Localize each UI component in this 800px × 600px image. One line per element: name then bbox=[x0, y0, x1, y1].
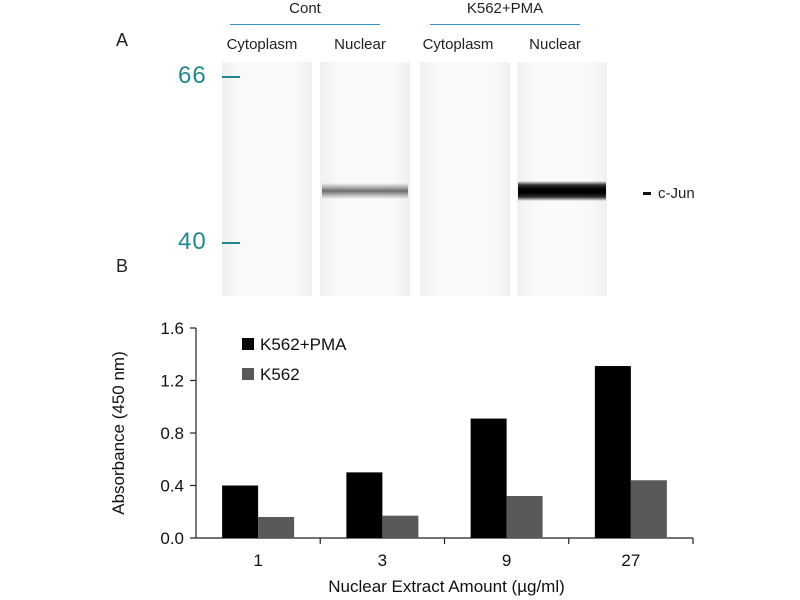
x-tick-label: 27 bbox=[621, 551, 640, 570]
c-jun-band-pma-nuclear bbox=[518, 181, 606, 201]
bar-k562-pma-9 bbox=[470, 418, 507, 538]
lane-label-cont-cytoplasm: Cytoplasm bbox=[226, 36, 298, 53]
panel-a-label: A bbox=[116, 30, 129, 50]
x-axis-title: Nuclear Extract Amount (µg/ml) bbox=[328, 577, 565, 596]
lane-label-pma-nuclear: Nuclear bbox=[529, 36, 581, 53]
legend-swatch bbox=[242, 368, 254, 380]
y-tick-label: 0.8 bbox=[160, 424, 184, 443]
x-tick-label: 9 bbox=[502, 551, 511, 570]
lane-label-cont-nuclear: Nuclear bbox=[334, 36, 386, 53]
c-jun-band-cont-nuclear bbox=[322, 183, 408, 199]
blot-lane-cont-cytoplasm bbox=[222, 62, 312, 296]
blot-lane-cont-nuclear bbox=[320, 62, 410, 296]
bar-k562-27 bbox=[630, 480, 667, 538]
absorbance-bar-chart: 0.0 0.4 0.8 1.2 1.6 1 3 9 27 Nuclear Extract Amou… bbox=[109, 319, 694, 596]
mw-marker-40-tick bbox=[222, 242, 240, 244]
mw-marker-66-label: 66 bbox=[178, 62, 207, 89]
legend-swatch bbox=[242, 338, 254, 350]
c-jun-label: c-Jun bbox=[658, 185, 695, 202]
blot-lane-pma-nuclear bbox=[517, 62, 607, 296]
mw-marker-40-label: 40 bbox=[178, 228, 207, 255]
y-tick-label: 0.4 bbox=[160, 477, 184, 496]
x-tick-label: 1 bbox=[253, 551, 262, 570]
group-underline-cont bbox=[230, 24, 380, 25]
x-tick-label: 3 bbox=[378, 551, 387, 570]
legend-label: K562 bbox=[260, 365, 300, 384]
bar-k562-pma-1 bbox=[222, 485, 259, 538]
bar-k562-1 bbox=[258, 517, 295, 538]
bar-k562-pma-27 bbox=[594, 366, 631, 538]
y-tick-label: 1.6 bbox=[160, 319, 184, 338]
group-label-k562-pma: K562+PMA bbox=[466, 0, 544, 17]
bar-k562-pma-3 bbox=[346, 472, 383, 538]
bar-k562-9 bbox=[506, 496, 543, 538]
group-label-cont: Cont bbox=[289, 0, 321, 17]
c-jun-marker-dash bbox=[643, 192, 651, 195]
blot-lane-pma-cytoplasm bbox=[420, 62, 510, 296]
y-tick-label: 0.0 bbox=[160, 529, 184, 548]
group-underline-k562-pma bbox=[430, 24, 580, 25]
lane-label-pma-cytoplasm: Cytoplasm bbox=[422, 36, 494, 53]
y-tick-label: 1.2 bbox=[160, 372, 184, 391]
y-axis-title: Absorbance (450 nm) bbox=[109, 351, 128, 514]
mw-marker-66-tick bbox=[222, 76, 240, 78]
legend-label: K562+PMA bbox=[260, 335, 347, 354]
panel-b-label: B bbox=[116, 256, 129, 276]
bar-k562-3 bbox=[382, 515, 419, 538]
